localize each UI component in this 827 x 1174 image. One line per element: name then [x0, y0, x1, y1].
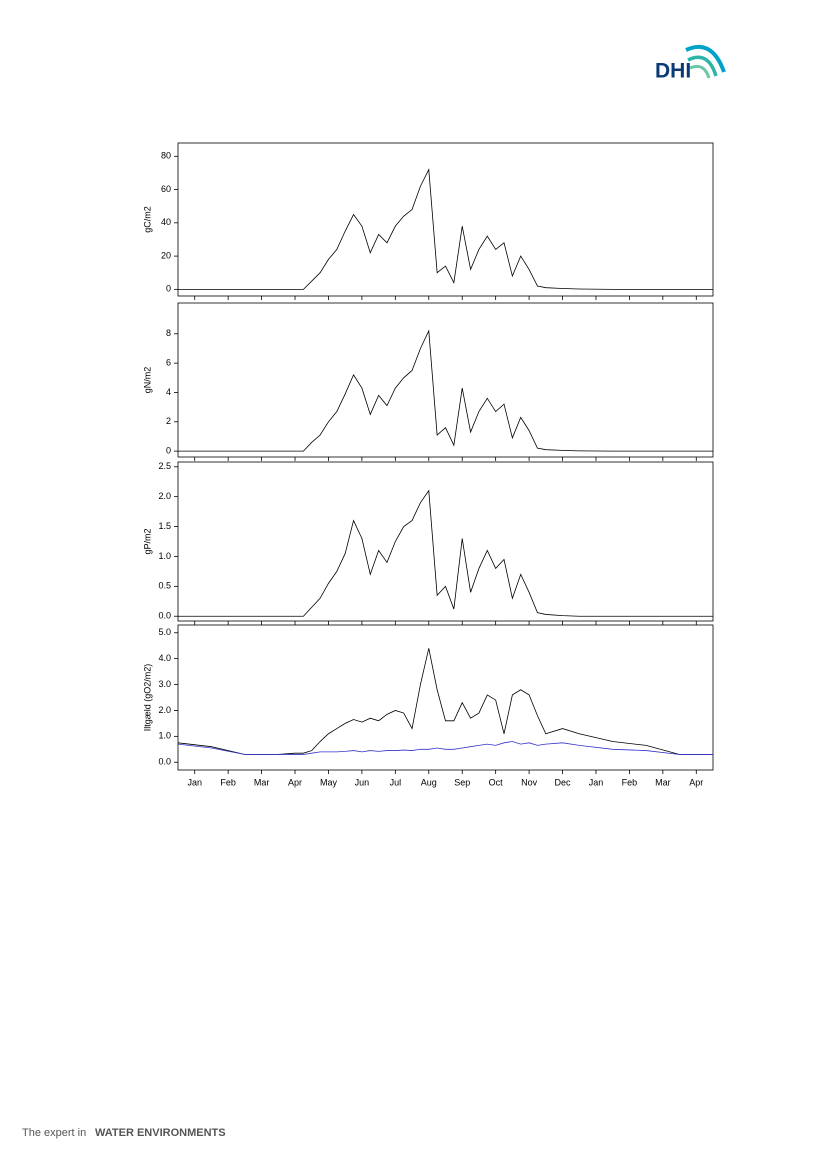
y-tick-label: 40: [161, 217, 171, 227]
y-axis-label: Iltgæld (gO2/m2): [142, 664, 152, 732]
x-tick-label: Aug: [421, 777, 437, 787]
logo-wave: [687, 55, 718, 77]
x-tick-label: Feb: [220, 777, 236, 787]
x-tick-label: May: [320, 777, 338, 787]
data-line: [177, 741, 713, 755]
plot-frame: [177, 624, 714, 771]
y-tick-label: 1.0: [158, 731, 171, 741]
footer-emphasis: WATER ENVIRONMENTS: [95, 1127, 226, 1139]
y-axis-label: gN/m2: [142, 367, 152, 394]
y-axis-label: gC/m2: [142, 206, 152, 233]
data-line: [177, 648, 713, 755]
x-tick-label: Apr: [689, 777, 703, 787]
logo-text: DHI: [655, 60, 691, 83]
logo-wave: [689, 64, 711, 79]
chart-panel: 0 2 4 6 8 gN/m2: [142, 302, 714, 461]
x-tick-label: Jan: [589, 777, 604, 787]
y-tick-label: 4: [166, 387, 171, 397]
y-tick-label: 2.0: [158, 491, 171, 501]
y-tick-label: 0.0: [158, 611, 171, 621]
y-tick-label: 1.5: [158, 521, 171, 531]
y-tick-label: 0: [166, 284, 171, 294]
y-tick-label: 2.0: [158, 705, 171, 715]
y-tick-label: 0: [166, 446, 171, 456]
y-tick-label: 6: [166, 358, 171, 368]
y-tick-label: 60: [161, 184, 171, 194]
footer-prefix: The expert in: [22, 1127, 86, 1139]
x-tick-label: Sep: [454, 777, 470, 787]
plot-frame: [177, 461, 714, 622]
y-tick-label: 2: [166, 416, 171, 426]
x-tick-label: Feb: [622, 777, 638, 787]
y-tick-label: 0.5: [158, 581, 171, 591]
x-tick-label: Jan: [187, 777, 202, 787]
y-tick-label: 5.0: [158, 627, 171, 637]
plot-frame: [177, 302, 714, 458]
x-tick-label: Mar: [655, 777, 671, 787]
plot-frame: [177, 142, 714, 297]
x-tick-label: Oct: [489, 777, 504, 787]
chart-panel: 0.0 0.5 1.0 1.5 2.0 2.5 gP/m2: [142, 461, 714, 625]
y-axis-label: gP/m2: [142, 528, 152, 554]
x-tick-label: Apr: [288, 777, 302, 787]
data-line: [178, 329, 713, 452]
x-tick-label: Jun: [355, 777, 370, 787]
logo: DHI: [655, 44, 726, 83]
y-tick-label: 2.5: [158, 461, 171, 471]
y-tick-label: 20: [161, 250, 171, 260]
x-tick-label: Dec: [555, 777, 572, 787]
y-tick-label: 80: [161, 151, 171, 161]
data-line: [178, 489, 713, 617]
logo-wave: [685, 44, 726, 73]
y-tick-label: 8: [166, 328, 171, 338]
x-tick-label: Jul: [390, 777, 402, 787]
y-tick-label: 0.0: [158, 757, 171, 767]
x-tick-label: Mar: [254, 777, 270, 787]
chart-panel: 0 20 40 60 80 gC/m2: [142, 142, 714, 300]
data-line: [178, 168, 713, 290]
chart-panel: 0.0 1.0 2.0 3.0 4.0 5.0 Jan Feb Mar Apr May Jun Jul A…: [142, 624, 714, 787]
y-tick-label: 3.0: [158, 679, 171, 689]
x-tick-label: Nov: [521, 777, 538, 787]
y-tick-label: 1.0: [158, 551, 171, 561]
y-tick-label: 4.0: [158, 653, 171, 663]
